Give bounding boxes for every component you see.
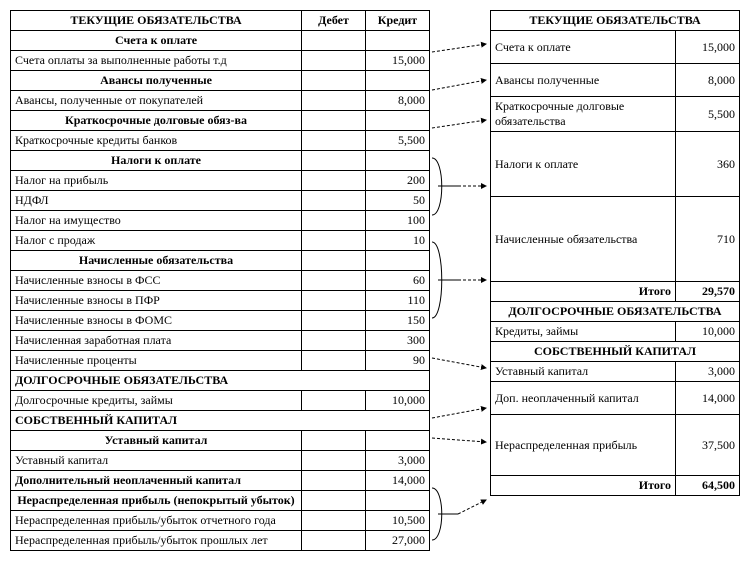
col-credit: Кредит (366, 11, 430, 31)
row-share-cap: Уставный капитал (11, 451, 302, 471)
left-title: ТЕКУЩИЕ ОБЯЗАТЕЛЬСТВА (11, 11, 302, 31)
row-sd-val: 5,500 (366, 131, 430, 151)
row-acc5: Начисленные проценты (11, 351, 302, 371)
r1-name: Счета к оплате (491, 31, 676, 64)
sec-share-cap: Уставный капитал (11, 431, 302, 451)
r9-name: Нераспределенная прибыль (491, 415, 676, 476)
r8-name: Доп. неоплаченный капитал (491, 382, 676, 415)
sec-retained: Нераспределенная прибыль (непокрытый убы… (11, 491, 302, 511)
row-tax1: Налог на прибыль (11, 171, 302, 191)
row-ret1: Нераспределенная прибыль/убыток отчетног… (11, 511, 302, 531)
r2-name: Авансы полученные (491, 64, 676, 97)
row-ret2: Нераспределенная прибыль/убыток прошлых … (11, 531, 302, 551)
row-adv-name: Авансы, полученные от покупателей (11, 91, 302, 111)
row-ap-name: Счета оплаты за выполненные работы т.д (11, 51, 302, 71)
r7-name: Уставный капитал (491, 362, 676, 382)
r5-name: Начисленные обязательства (491, 197, 676, 282)
subtotal2-label: Итого (491, 476, 676, 496)
row-tax3: Налог на имущество (11, 211, 302, 231)
sec-advances: Авансы полученные (11, 71, 302, 91)
row-adv-val: 8,000 (366, 91, 430, 111)
r4-name: Налоги к оплате (491, 132, 676, 197)
sec-short-debt: Краткосрочные долговые обяз-ва (11, 111, 302, 131)
row-acc2: Начисленные взносы в ПФР (11, 291, 302, 311)
sec-accounts-payable: Счета к оплате (11, 31, 302, 51)
row-sd-name: Краткосрочные кредиты банков (11, 131, 302, 151)
row-acc3: Начисленные взносы в ФОМС (11, 311, 302, 331)
subtotal1-label: Итого (491, 282, 676, 302)
row-lt: Долгосрочные кредиты, займы (11, 391, 302, 411)
sec-taxes: Налоги к оплате (11, 151, 302, 171)
right-title: ТЕКУЩИЕ ОБЯЗАТЕЛЬСТВА (491, 11, 740, 31)
row-ap-val: 15,000 (366, 51, 430, 71)
r3-name: Краткосрочные долговые обязательства (491, 97, 676, 132)
row-acc1: Начисленные взносы в ФСС (11, 271, 302, 291)
col-debit: Дебет (302, 11, 366, 31)
sec-long-term: ДОЛГОСРОЧНЫЕ ОБЯЗАТЕЛЬСТВА (11, 371, 430, 391)
right-equity-header: СОБСТВЕННЫЙ КАПИТАЛ (491, 342, 740, 362)
connector-svg (430, 10, 490, 570)
row-tax4: Налог с продаж (11, 231, 302, 251)
summary-table: ТЕКУЩИЕ ОБЯЗАТЕЛЬСТВА Счета к оплате15,0… (490, 10, 740, 496)
layout-wrap: ТЕКУЩИЕ ОБЯЗАТЕЛЬСТВА Дебет Кредит Счета… (10, 10, 740, 551)
sec-equity: СОБСТВЕННЫЙ КАПИТАЛ (11, 411, 430, 431)
right-long-header: ДОЛГОСРОЧНЫЕ ОБЯЗАТЕЛЬСТВА (491, 302, 740, 322)
sec-accrued: Начисленные обязательства (11, 251, 302, 271)
detail-table: ТЕКУЩИЕ ОБЯЗАТЕЛЬСТВА Дебет Кредит Счета… (10, 10, 430, 551)
row-acc4: Начисленная заработная плата (11, 331, 302, 351)
r6-name: Кредиты, займы (491, 322, 676, 342)
row-tax2: НДФЛ (11, 191, 302, 211)
row-add-cap: Дополнительный неоплаченный капитал (11, 471, 302, 491)
